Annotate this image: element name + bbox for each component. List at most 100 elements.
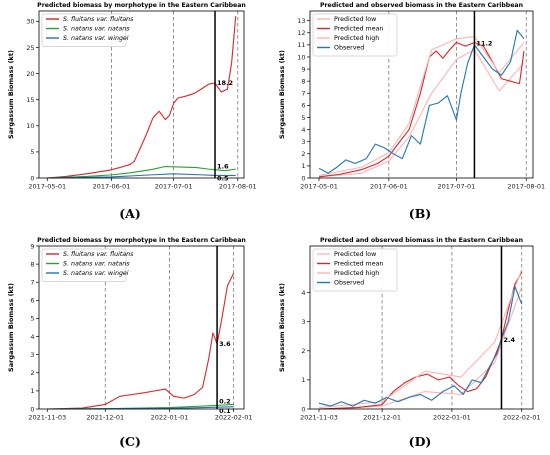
panel-label: (B): [409, 206, 431, 221]
legend-entry: Predicted mean: [334, 261, 383, 268]
chart-title: Predicted biomass by morphotype in the E…: [37, 237, 246, 244]
series-line-4: [318, 286, 523, 407]
y-tick-label: 4: [301, 126, 305, 134]
y-tick-label: 1: [301, 162, 305, 170]
y-tick-label: 6: [30, 297, 34, 305]
x-tick-label: 2017-06-01: [370, 183, 408, 191]
legend-entry: S. natans var. natans: [63, 25, 130, 33]
legend: S. fluitans var. fluitans S. natans var. …: [41, 13, 134, 47]
y-tick-label: 5: [30, 315, 34, 323]
legend-box: [312, 248, 398, 292]
series-line-1: [318, 49, 525, 178]
series-line-2: [318, 271, 523, 410]
value-annotation: 1.6: [217, 163, 229, 171]
chart-panel-2: Predicted and observed biomass in the Ea…: [278, 2, 545, 221]
x-tick-label: 2017-08-01: [507, 183, 545, 191]
y-tick-label: 5: [30, 148, 34, 156]
legend-entry: Predicted high: [334, 35, 379, 42]
legend-entry: S. natans var. natans: [63, 260, 130, 268]
y-tick-label: 0: [30, 405, 34, 413]
chart-title: Predicted and observed biomass in the Ea…: [320, 237, 523, 244]
panel-label: (C): [119, 434, 141, 449]
legend-entry: S. fluitans var. fluitans: [63, 250, 134, 258]
series-line-1: [47, 16, 237, 179]
y-tick-label: 0: [301, 405, 305, 413]
y-tick-label: 2: [301, 150, 305, 158]
legend-entry: S. natans var. wingei: [63, 34, 129, 42]
series-line-2: [318, 41, 525, 178]
x-tick-label: 2017-07-01: [438, 183, 476, 191]
x-tick-label: 2021-12-01: [363, 414, 401, 422]
y-tick-label: 1: [30, 387, 34, 395]
legend-entry: Predicted low: [334, 16, 376, 23]
plot-frame: [309, 245, 534, 410]
y-tick-label: 9: [30, 242, 34, 250]
y-tick-label: 11: [297, 41, 305, 49]
legend-entry: Observed: [334, 280, 364, 287]
x-tick-label: 2022-01-01: [433, 414, 471, 422]
y-tick-label: 4: [30, 333, 34, 341]
chart-panel-3: Predicted biomass by morphotype in the E…: [7, 237, 253, 449]
x-tick-label: 2022-02-01: [215, 414, 253, 422]
legend-box: [41, 13, 127, 47]
panel-label: (D): [409, 434, 432, 449]
legend: Predicted low Predicted mean Predicted hig…: [312, 13, 398, 57]
chart-panel-4: Predicted and observed biomass in the Ea…: [278, 237, 541, 449]
chart-panel-1: Predicted biomass by morphotype in the E…: [7, 2, 257, 221]
y-tick-label: 10: [26, 122, 34, 130]
y-tick-label: 8: [301, 77, 305, 85]
y-tick-label: 13: [297, 17, 305, 25]
series-line-3: [318, 35, 525, 177]
y-axis-label: Sargassum Biomass (kt): [7, 50, 15, 139]
chart-title: Predicted and observed biomass in the Ea…: [320, 2, 523, 9]
legend-box: [41, 248, 127, 282]
y-tick-label: 7: [30, 279, 34, 287]
y-tick-label: 30: [26, 18, 34, 26]
chart-title: Predicted biomass by morphotype in the E…: [37, 2, 246, 9]
y-tick-label: 2: [30, 369, 34, 377]
legend-entry: Predicted high: [334, 270, 379, 277]
y-tick-label: 3: [30, 351, 34, 359]
y-tick-label: 15: [26, 96, 34, 104]
y-tick-label: 7: [301, 90, 305, 98]
y-tick-label: 8: [30, 260, 34, 268]
series-line-1: [47, 272, 235, 410]
x-tick-label: 2017-06-01: [93, 183, 131, 191]
x-tick-label: 2017-08-01: [219, 183, 257, 191]
x-tick-label: 2017-07-01: [155, 183, 193, 191]
y-tick-label: 4: [301, 289, 305, 297]
series-line-3: [47, 173, 236, 179]
y-tick-label: 1: [301, 376, 305, 384]
y-tick-label: 12: [297, 29, 305, 37]
series-line-2: [47, 165, 236, 179]
y-tick-label: 0: [301, 174, 305, 182]
series-line-1: [318, 286, 523, 410]
plot-frame: [38, 10, 245, 179]
y-tick-label: 6: [301, 102, 305, 110]
x-tick-label: 2021-11-03: [28, 414, 66, 422]
legend: S. fluitans var. fluitans S. natans var. …: [41, 248, 134, 282]
plot-frame: [309, 10, 534, 179]
y-tick-label: 20: [26, 70, 34, 78]
value-annotation: 2.4: [503, 336, 515, 344]
value-annotation: 3.6: [219, 340, 231, 348]
panel-label: (A): [119, 206, 141, 221]
legend: Predicted low Predicted mean Predicted hig…: [312, 248, 398, 292]
value-annotation: 0.2: [219, 397, 231, 405]
legend-entry: Predicted low: [334, 251, 376, 258]
plot-frame: [38, 245, 245, 410]
y-tick-label: 3: [301, 138, 305, 146]
y-tick-label: 0: [30, 174, 34, 182]
x-tick-label: 2021-12-01: [86, 414, 124, 422]
y-tick-label: 25: [26, 44, 34, 52]
value-annotation: 18.2: [217, 79, 233, 87]
y-tick-label: 10: [297, 53, 305, 61]
legend-entry: Predicted mean: [334, 26, 383, 33]
legend-entry: S. natans var. wingei: [63, 269, 129, 277]
y-axis-label: Sargassum Biomass (kt): [278, 50, 286, 139]
value-annotation: 11.2: [476, 39, 492, 47]
x-tick-label: 2022-02-01: [503, 414, 541, 422]
y-axis-label: Sargassum Biomass (kt): [7, 283, 15, 372]
x-tick-label: 2017-05-01: [300, 183, 338, 191]
